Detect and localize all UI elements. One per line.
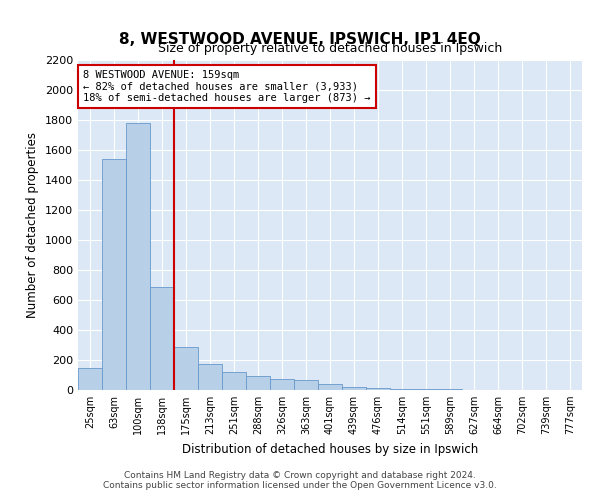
Title: Size of property relative to detached houses in Ipswich: Size of property relative to detached ho… <box>158 42 502 54</box>
Bar <box>198 364 222 390</box>
Bar <box>246 376 270 390</box>
Bar <box>270 379 294 390</box>
Y-axis label: Number of detached properties: Number of detached properties <box>26 132 40 318</box>
Bar <box>294 380 318 390</box>
Bar <box>102 159 126 390</box>
X-axis label: Distribution of detached houses by size in Ipswich: Distribution of detached houses by size … <box>182 442 478 456</box>
Bar <box>318 384 342 390</box>
Bar <box>414 389 438 390</box>
Bar <box>150 286 174 390</box>
Bar <box>174 346 198 390</box>
Bar <box>366 388 390 390</box>
Bar <box>126 123 150 390</box>
Text: 8 WESTWOOD AVENUE: 159sqm
← 82% of detached houses are smaller (3,933)
18% of se: 8 WESTWOOD AVENUE: 159sqm ← 82% of detac… <box>83 70 371 103</box>
Bar <box>78 368 102 390</box>
Bar <box>342 387 366 390</box>
Text: 8, WESTWOOD AVENUE, IPSWICH, IP1 4EQ: 8, WESTWOOD AVENUE, IPSWICH, IP1 4EQ <box>119 32 481 48</box>
Bar <box>222 372 246 390</box>
Text: Contains HM Land Registry data © Crown copyright and database right 2024.: Contains HM Land Registry data © Crown c… <box>124 470 476 480</box>
Text: Contains public sector information licensed under the Open Government Licence v3: Contains public sector information licen… <box>103 480 497 490</box>
Bar <box>390 389 414 390</box>
